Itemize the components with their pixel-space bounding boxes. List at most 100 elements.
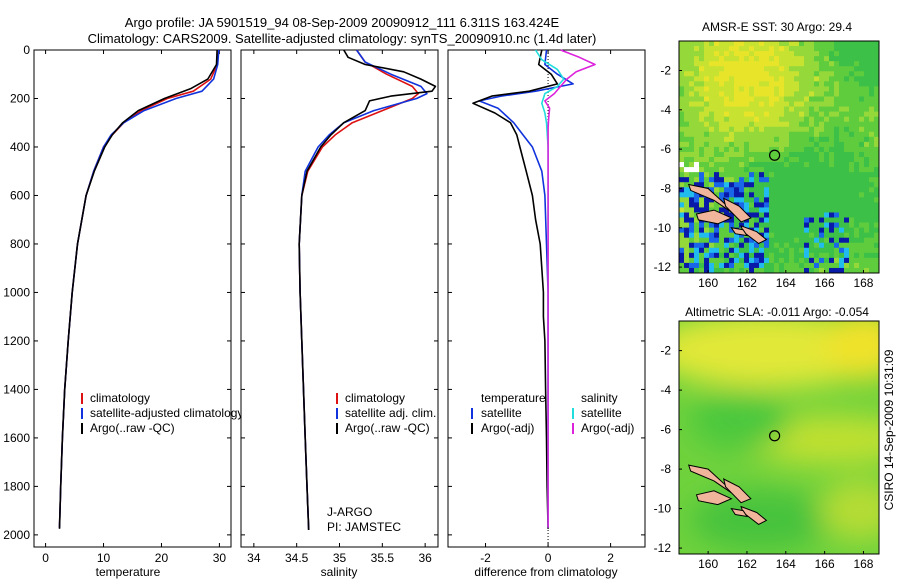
sst-cell — [699, 237, 705, 244]
sst-cell — [874, 242, 879, 249]
sst-cell — [834, 146, 840, 153]
sst-cell — [834, 232, 840, 239]
sst-cell — [854, 207, 860, 213]
sst-cell — [714, 76, 720, 82]
sst-cell — [709, 232, 715, 239]
sst-cell — [784, 162, 790, 168]
sst-cell — [679, 157, 685, 163]
sst-cell — [694, 46, 700, 52]
sst-cell — [694, 141, 700, 148]
sst-cell — [694, 192, 700, 198]
sst-cell — [724, 157, 730, 163]
sst-cell — [819, 267, 825, 273]
sst-cell — [754, 172, 760, 178]
sst-cell — [714, 131, 720, 138]
sst-cell — [834, 162, 840, 168]
sst-cell — [789, 61, 795, 67]
sst-cell — [874, 217, 879, 223]
sst-cell — [734, 41, 740, 47]
sst-cell — [834, 197, 840, 203]
sst-cell — [759, 61, 765, 67]
sst-cell — [794, 66, 800, 72]
sst-cell — [774, 202, 780, 208]
sst-cell — [809, 71, 815, 77]
sst-cell — [749, 187, 755, 193]
sst-cell — [769, 76, 775, 82]
sst-cell — [764, 81, 770, 87]
sst-cell — [694, 237, 700, 244]
sst-cell — [829, 157, 835, 163]
sst-cell — [844, 91, 850, 97]
sst-cell — [854, 217, 860, 223]
sst-cell — [814, 91, 820, 97]
sst-cell — [854, 157, 860, 163]
sst-cell — [839, 212, 845, 218]
sst-cell — [779, 81, 785, 87]
sst-cell — [769, 167, 775, 173]
sst-cell — [814, 257, 820, 264]
sst-cell — [809, 111, 815, 118]
sst-cell — [739, 141, 745, 148]
sst-cell — [809, 172, 815, 178]
sst-cell — [689, 262, 695, 269]
sst-cell — [799, 197, 805, 203]
sst-cell — [794, 212, 800, 218]
sst-cell — [744, 257, 750, 264]
sst-cell — [754, 76, 760, 82]
sst-cell — [834, 167, 840, 173]
sst-cell — [814, 157, 820, 163]
sst-cell — [829, 66, 835, 72]
sst-cell — [729, 111, 735, 118]
sst-cell — [824, 252, 830, 259]
sst-cell — [864, 146, 870, 153]
sst-cell — [864, 252, 870, 259]
sst-cell — [809, 106, 815, 113]
sst-cell — [759, 56, 765, 62]
sst-cell — [819, 262, 825, 269]
sst-cell — [854, 252, 860, 259]
sst-cell — [834, 182, 840, 188]
sst-cell — [764, 232, 770, 239]
sst-cell — [739, 222, 745, 229]
x-tick-label: 30 — [213, 551, 227, 565]
sst-cell — [799, 187, 805, 193]
sst-cell — [759, 247, 765, 254]
sst-cell — [784, 46, 790, 52]
sst-cell — [839, 131, 845, 138]
sst-cell — [749, 207, 755, 213]
sst-cell — [804, 257, 810, 264]
sst-cell — [694, 151, 700, 158]
sst-cell — [849, 56, 855, 62]
sst-cell — [699, 66, 705, 72]
sst-cell — [774, 141, 780, 148]
sst-cell — [769, 247, 775, 254]
sst-cell — [694, 222, 700, 229]
sst-cell — [679, 232, 685, 239]
sst-cell — [864, 56, 870, 62]
sst-cell — [874, 162, 879, 168]
sst-cell — [799, 51, 805, 57]
sst-cell — [764, 187, 770, 193]
sst-cell — [794, 141, 800, 148]
sst-cell — [724, 66, 730, 72]
y-tick-label: -6 — [660, 423, 671, 437]
sst-cell — [774, 51, 780, 57]
sst-cell — [814, 111, 820, 118]
sst-cell — [804, 162, 810, 168]
sst-cell — [859, 41, 865, 47]
sst-cell — [734, 96, 740, 102]
sst-cell — [754, 182, 760, 188]
series-line-satellite — [478, 49, 574, 528]
difference-lines — [472, 49, 596, 529]
sst-cell — [714, 116, 720, 123]
sst-cell — [704, 136, 710, 143]
sst-cell — [804, 131, 810, 138]
sst-cell — [819, 257, 825, 264]
sst-cell — [694, 91, 700, 97]
sst-cell — [799, 177, 805, 183]
sst-cell — [819, 141, 825, 148]
sst-cell — [809, 217, 815, 223]
sst-cell — [829, 71, 835, 77]
sst-cell — [684, 257, 690, 264]
sst-cell — [714, 96, 720, 102]
